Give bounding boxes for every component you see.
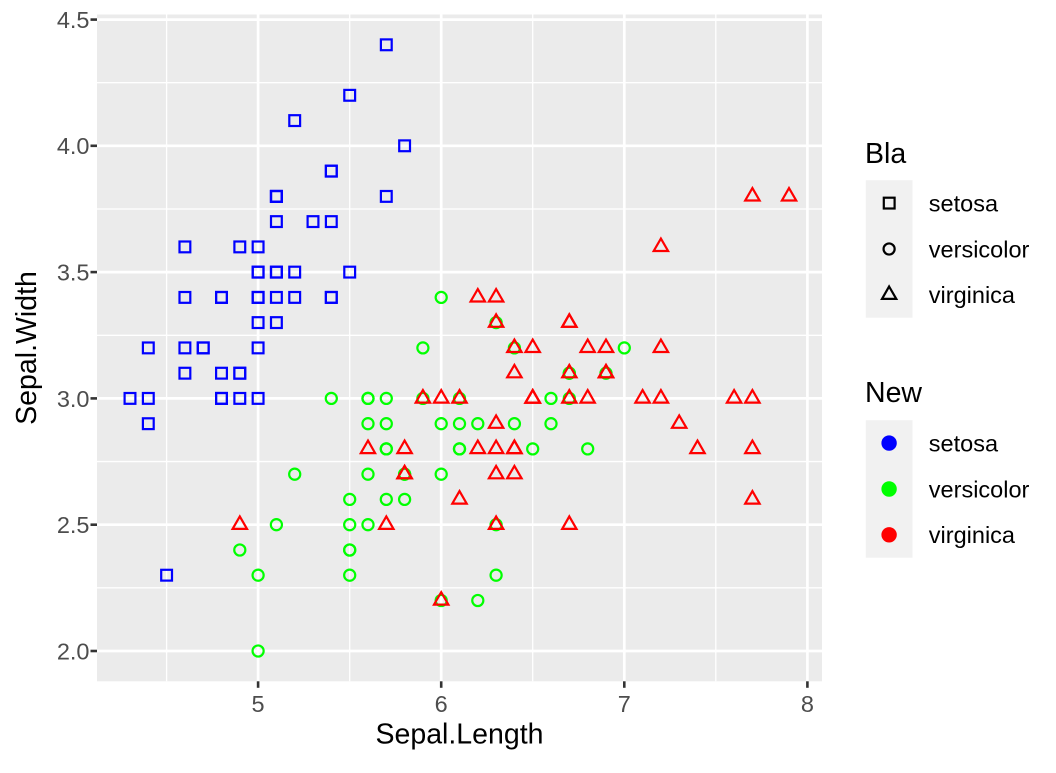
svg-text:setosa: setosa [929,431,999,457]
svg-text:versicolor: versicolor [929,236,1030,262]
svg-text:4.5: 4.5 [57,7,90,33]
svg-text:virginica: virginica [929,282,1016,308]
svg-text:5: 5 [252,691,265,717]
svg-text:8: 8 [801,691,814,717]
svg-text:6: 6 [435,691,448,717]
svg-text:2.5: 2.5 [57,512,90,538]
svg-text:virginica: virginica [929,522,1016,548]
svg-text:setosa: setosa [929,191,999,217]
svg-text:3.5: 3.5 [57,260,90,286]
svg-text:4.0: 4.0 [57,133,90,159]
svg-text:New: New [865,377,922,409]
svg-text:Bla: Bla [865,138,906,170]
svg-text:7: 7 [618,691,631,717]
svg-text:2.0: 2.0 [57,638,90,664]
svg-text:versicolor: versicolor [929,476,1030,502]
svg-text:Sepal.Width: Sepal.Width [11,271,43,425]
svg-text:Sepal.Length: Sepal.Length [376,719,544,751]
svg-text:3.0: 3.0 [57,386,90,412]
